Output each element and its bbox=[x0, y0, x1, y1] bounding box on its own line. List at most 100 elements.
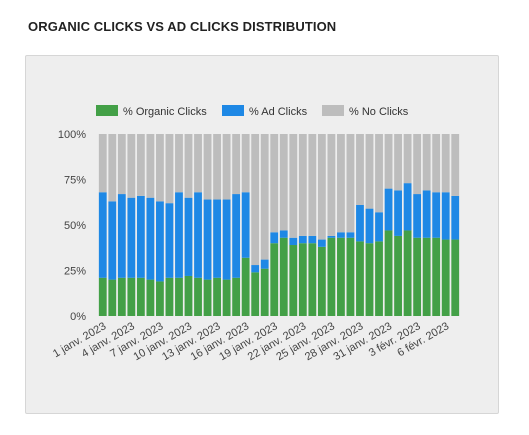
bar-segment bbox=[260, 259, 269, 269]
bar-segment bbox=[251, 272, 260, 316]
bar-segment bbox=[98, 134, 107, 193]
bar-segment bbox=[184, 197, 193, 276]
bar-segment bbox=[175, 134, 183, 193]
bar-segment bbox=[156, 281, 164, 316]
bar-segment bbox=[308, 243, 317, 316]
bar-segment bbox=[356, 241, 364, 316]
bar-segment bbox=[308, 235, 317, 244]
bar-segment bbox=[260, 268, 269, 316]
bar-segment bbox=[346, 134, 355, 233]
bar-segment bbox=[232, 277, 241, 316]
bar-segment bbox=[279, 237, 288, 316]
bar-segment bbox=[441, 239, 450, 316]
bar-segment bbox=[203, 134, 212, 200]
bar-segment bbox=[108, 134, 117, 202]
bar-segment bbox=[422, 134, 431, 191]
bar-segment bbox=[251, 134, 260, 266]
bar-segment bbox=[146, 279, 155, 316]
bar-segment bbox=[365, 243, 374, 316]
legend-swatch bbox=[222, 105, 244, 116]
bar-segment bbox=[432, 237, 441, 316]
bar-segment bbox=[108, 201, 117, 280]
bar-segment bbox=[298, 243, 307, 316]
bar-segment bbox=[194, 134, 202, 193]
bar-segment bbox=[98, 277, 107, 316]
bar-segment bbox=[222, 199, 231, 280]
bar-segment bbox=[289, 237, 298, 246]
bar-segment bbox=[403, 134, 412, 184]
y-tick-label: 75% bbox=[64, 175, 86, 187]
bar-segment bbox=[337, 134, 345, 233]
bar-segment bbox=[384, 230, 393, 316]
bars-group bbox=[98, 134, 460, 316]
bar-segment bbox=[146, 197, 155, 280]
legend-label: % Organic Clicks bbox=[123, 106, 207, 118]
legend-swatch bbox=[96, 105, 118, 116]
bar-segment bbox=[451, 134, 460, 196]
bar-segment bbox=[222, 134, 231, 200]
bar-segment bbox=[232, 194, 241, 278]
bar-segment bbox=[432, 192, 441, 238]
bar-segment bbox=[117, 134, 126, 195]
bar-segment bbox=[241, 192, 250, 258]
bar-segment bbox=[279, 230, 288, 238]
bar-segment bbox=[156, 134, 164, 202]
bar-segment bbox=[251, 265, 260, 273]
bar-segment bbox=[241, 257, 250, 316]
bar-segment bbox=[194, 277, 202, 316]
bar-segment bbox=[422, 237, 431, 316]
bar-segment bbox=[165, 277, 174, 316]
bar-segment bbox=[136, 277, 145, 316]
bar-segment bbox=[117, 194, 126, 278]
bar-segment bbox=[127, 197, 136, 278]
bar-segment bbox=[203, 279, 212, 316]
bar-segment bbox=[184, 275, 193, 316]
bar-segment bbox=[337, 237, 345, 316]
bar-segment bbox=[451, 195, 460, 240]
bar-segment bbox=[394, 190, 402, 236]
bar-segment bbox=[403, 230, 412, 316]
bar-segment bbox=[394, 235, 402, 316]
bar-segment bbox=[136, 195, 145, 278]
bar-segment bbox=[346, 232, 355, 238]
bar-segment bbox=[394, 134, 402, 191]
bar-segment bbox=[146, 134, 155, 198]
bar-segment bbox=[441, 134, 450, 193]
bar-segment bbox=[175, 192, 183, 278]
bar-segment bbox=[156, 201, 164, 282]
bar-segment bbox=[270, 134, 279, 233]
bar-segment bbox=[365, 208, 374, 244]
bar-segment bbox=[260, 134, 269, 260]
bar-segment bbox=[327, 134, 336, 236]
bar-segment bbox=[375, 241, 383, 316]
y-tick-label: 100% bbox=[58, 129, 86, 141]
bar-segment bbox=[317, 246, 326, 316]
bar-segment bbox=[356, 204, 364, 242]
legend-label: % Ad Clicks bbox=[249, 106, 308, 118]
bar-segment bbox=[317, 134, 326, 240]
bar-segment bbox=[413, 237, 422, 316]
bar-segment bbox=[298, 134, 307, 236]
bar-segment bbox=[384, 134, 393, 189]
bar-segment bbox=[222, 279, 231, 316]
chart-title: ORGANIC CLICKS VS AD CLICKS DISTRIBUTION bbox=[28, 19, 337, 34]
legend-swatch bbox=[322, 105, 344, 116]
chart-legend: % Organic Clicks % Ad Clicks % No Clicks bbox=[96, 105, 409, 118]
bar-segment bbox=[375, 212, 383, 242]
bar-segment bbox=[98, 192, 107, 278]
bar-segment bbox=[384, 188, 393, 231]
bar-segment bbox=[213, 199, 221, 278]
bar-segment bbox=[279, 134, 288, 231]
bar-segment bbox=[432, 134, 441, 193]
bar-segment bbox=[213, 277, 221, 316]
bar-segment bbox=[165, 134, 174, 204]
bar-segment bbox=[184, 134, 193, 198]
y-axis: 100% 75% 50% 25% 0% bbox=[58, 129, 86, 323]
bar-segment bbox=[270, 243, 279, 316]
bar-segment bbox=[375, 134, 383, 213]
bar-segment bbox=[127, 134, 136, 198]
bar-segment bbox=[289, 245, 298, 316]
bar-segment bbox=[317, 239, 326, 247]
bar-segment bbox=[194, 192, 202, 278]
